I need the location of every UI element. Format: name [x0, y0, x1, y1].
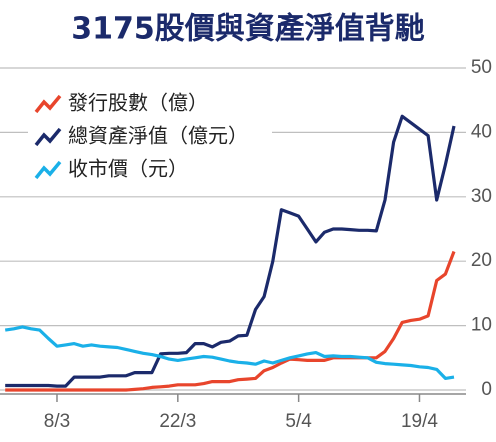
legend: 發行股數（億） 總資產淨值（億元） 收市價（元）: [34, 91, 248, 181]
x-tick-label: 8/3: [44, 411, 70, 432]
series-line: [5, 114, 456, 388]
x-tick-label: 22/3: [159, 411, 196, 432]
chart-title: 3175股價與資產淨值背馳: [71, 12, 425, 47]
y-tick-label: 0: [481, 379, 492, 400]
legend-label: 總資產淨值（億元）: [68, 124, 248, 148]
x-tick-label: 19/4: [401, 411, 438, 432]
series-line: [4, 325, 455, 380]
legend-icon: [34, 94, 62, 114]
legend-box: [28, 86, 272, 186]
legend-icon: [34, 160, 62, 180]
legend-icon: [34, 127, 62, 147]
y-tick-label: 50: [471, 57, 492, 78]
y-tick-label: 10: [471, 315, 492, 336]
y-tick-label: 30: [471, 186, 492, 207]
plot: [4, 114, 456, 392]
x-axis: 8/3 22/3 5/4 19/4: [0, 393, 466, 432]
grid: 0 10 20 30 40 50: [0, 57, 492, 400]
y-tick-label: 20: [471, 250, 492, 271]
x-tick-label: 5/4: [285, 411, 312, 432]
legend-label: 發行股數（億）: [68, 91, 208, 115]
series-line: [5, 250, 456, 392]
legend-label: 收市價（元）: [68, 157, 188, 181]
y-tick-label: 40: [471, 121, 492, 142]
